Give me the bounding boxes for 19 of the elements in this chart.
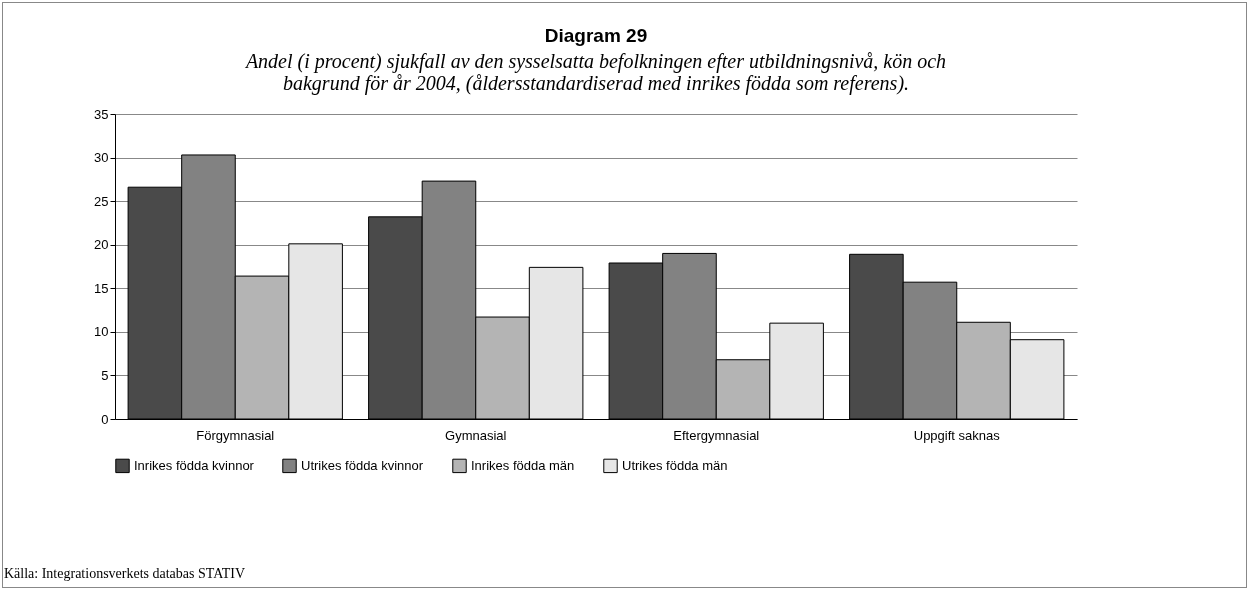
legend-label: Utrikes födda män [622,457,728,473]
y-tick-label: 30 [94,150,109,166]
legend-label: Inrikes födda män [471,457,575,473]
x-tick-label: Gymnasial [445,427,507,443]
chart-subtitle: Andel (i procent) sjukfall av den sysselsatta befolkningen efter utbildningsnivå, kön och bakgrund för år 2004, (åldersstandardiserad med inrikes födda som referens). [243,50,947,95]
text: Källa: Integrationsverkets databas STATIV [4,566,246,582]
y-tick-label: 5 [101,367,109,383]
legend-label: Inrikes födda kvinnor [134,457,255,473]
y-tick-label: 25 [94,193,109,209]
y-tick-label: 0 [101,411,109,427]
y-tick-label: 15 [94,280,109,296]
y-tick-label: 35 [94,106,109,122]
y-tick-label: 10 [94,324,109,340]
x-tick-label: Uppgift saknas [913,427,1001,443]
legend-label: Utrikes födda kvinnor [301,457,424,473]
x-tick-label: Förgymnasial [196,427,275,443]
x-tick-label: Eftergymnasial [673,427,760,443]
chart-title: Diagram 29 [544,25,648,46]
y-tick-label: 20 [94,237,109,253]
